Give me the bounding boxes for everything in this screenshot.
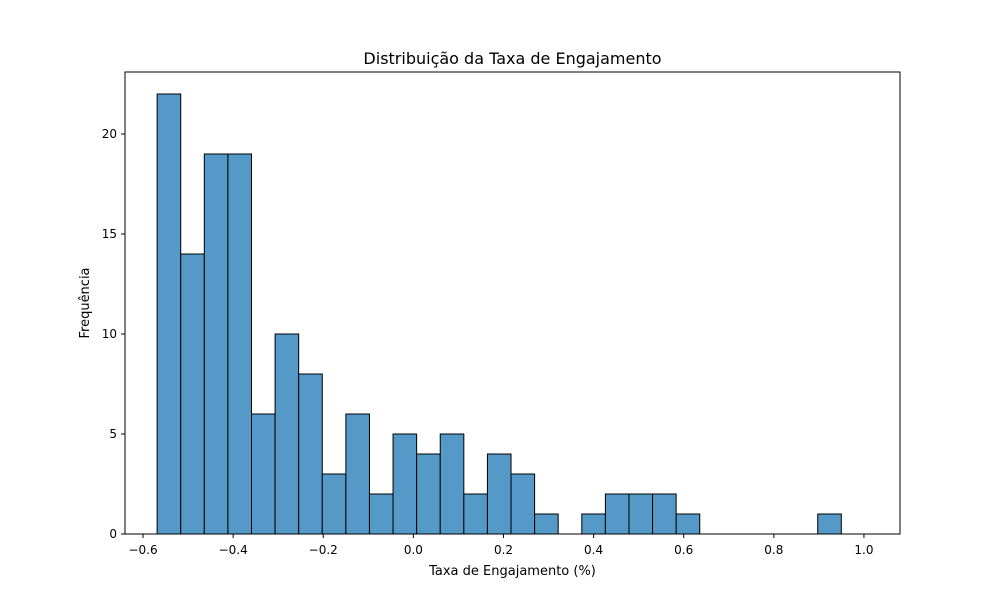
y-tick-label: 15 xyxy=(102,227,117,241)
y-tick-label: 0 xyxy=(109,527,117,541)
histogram-bar xyxy=(510,473,536,535)
x-tick-label: 1.0 xyxy=(854,543,873,557)
histogram-bar xyxy=(227,153,252,535)
histogram-bar xyxy=(180,253,205,535)
histogram-bar xyxy=(368,493,394,535)
histogram-bar xyxy=(439,433,465,535)
y-tick-label: 20 xyxy=(102,127,117,141)
x-tick-label: 0.0 xyxy=(404,543,423,557)
y-tick-label: 5 xyxy=(109,427,117,441)
x-axis: −0.6 −0.4 −0.2 0.0 0.2 0.4 0.6 0.8 1.0 xyxy=(128,534,874,557)
histogram-bar xyxy=(156,93,182,535)
histogram-bar xyxy=(250,413,276,535)
x-tick-label: −0.4 xyxy=(219,543,248,557)
chart-title: Distribuição da Taxa de Engajamento xyxy=(363,49,661,68)
y-tick-label: 10 xyxy=(102,327,117,341)
x-tick-label: −0.2 xyxy=(309,543,338,557)
x-tick-label: 0.4 xyxy=(584,543,603,557)
x-axis-label: Taxa de Engajamento (%) xyxy=(428,564,596,579)
histogram-bar xyxy=(392,433,418,535)
y-axis-label: Frequência xyxy=(78,267,93,338)
histogram-bar xyxy=(321,473,347,535)
plot-frame xyxy=(124,71,901,535)
x-tick-label: 0.8 xyxy=(764,543,783,557)
histogram-bar xyxy=(463,493,488,535)
histogram-bar xyxy=(675,513,701,535)
histogram-bar xyxy=(817,513,842,535)
histogram-bar xyxy=(534,513,559,535)
histogram-bar xyxy=(345,413,370,535)
histogram-bar xyxy=(604,493,630,535)
histogram-bar xyxy=(581,513,606,535)
x-tick-label: 0.6 xyxy=(674,543,693,557)
histogram-bar xyxy=(298,373,323,535)
histogram-bar xyxy=(416,453,441,535)
x-tick-label: 0.2 xyxy=(494,543,513,557)
x-tick-label: −0.6 xyxy=(128,543,157,557)
bar-group xyxy=(156,93,842,535)
histogram-bar xyxy=(486,453,512,535)
y-axis: 0 5 10 15 20 xyxy=(102,127,125,541)
histogram-bar xyxy=(652,493,677,535)
histogram-bar xyxy=(274,333,300,535)
histogram-bar xyxy=(203,153,229,535)
histogram-bar xyxy=(628,493,654,535)
